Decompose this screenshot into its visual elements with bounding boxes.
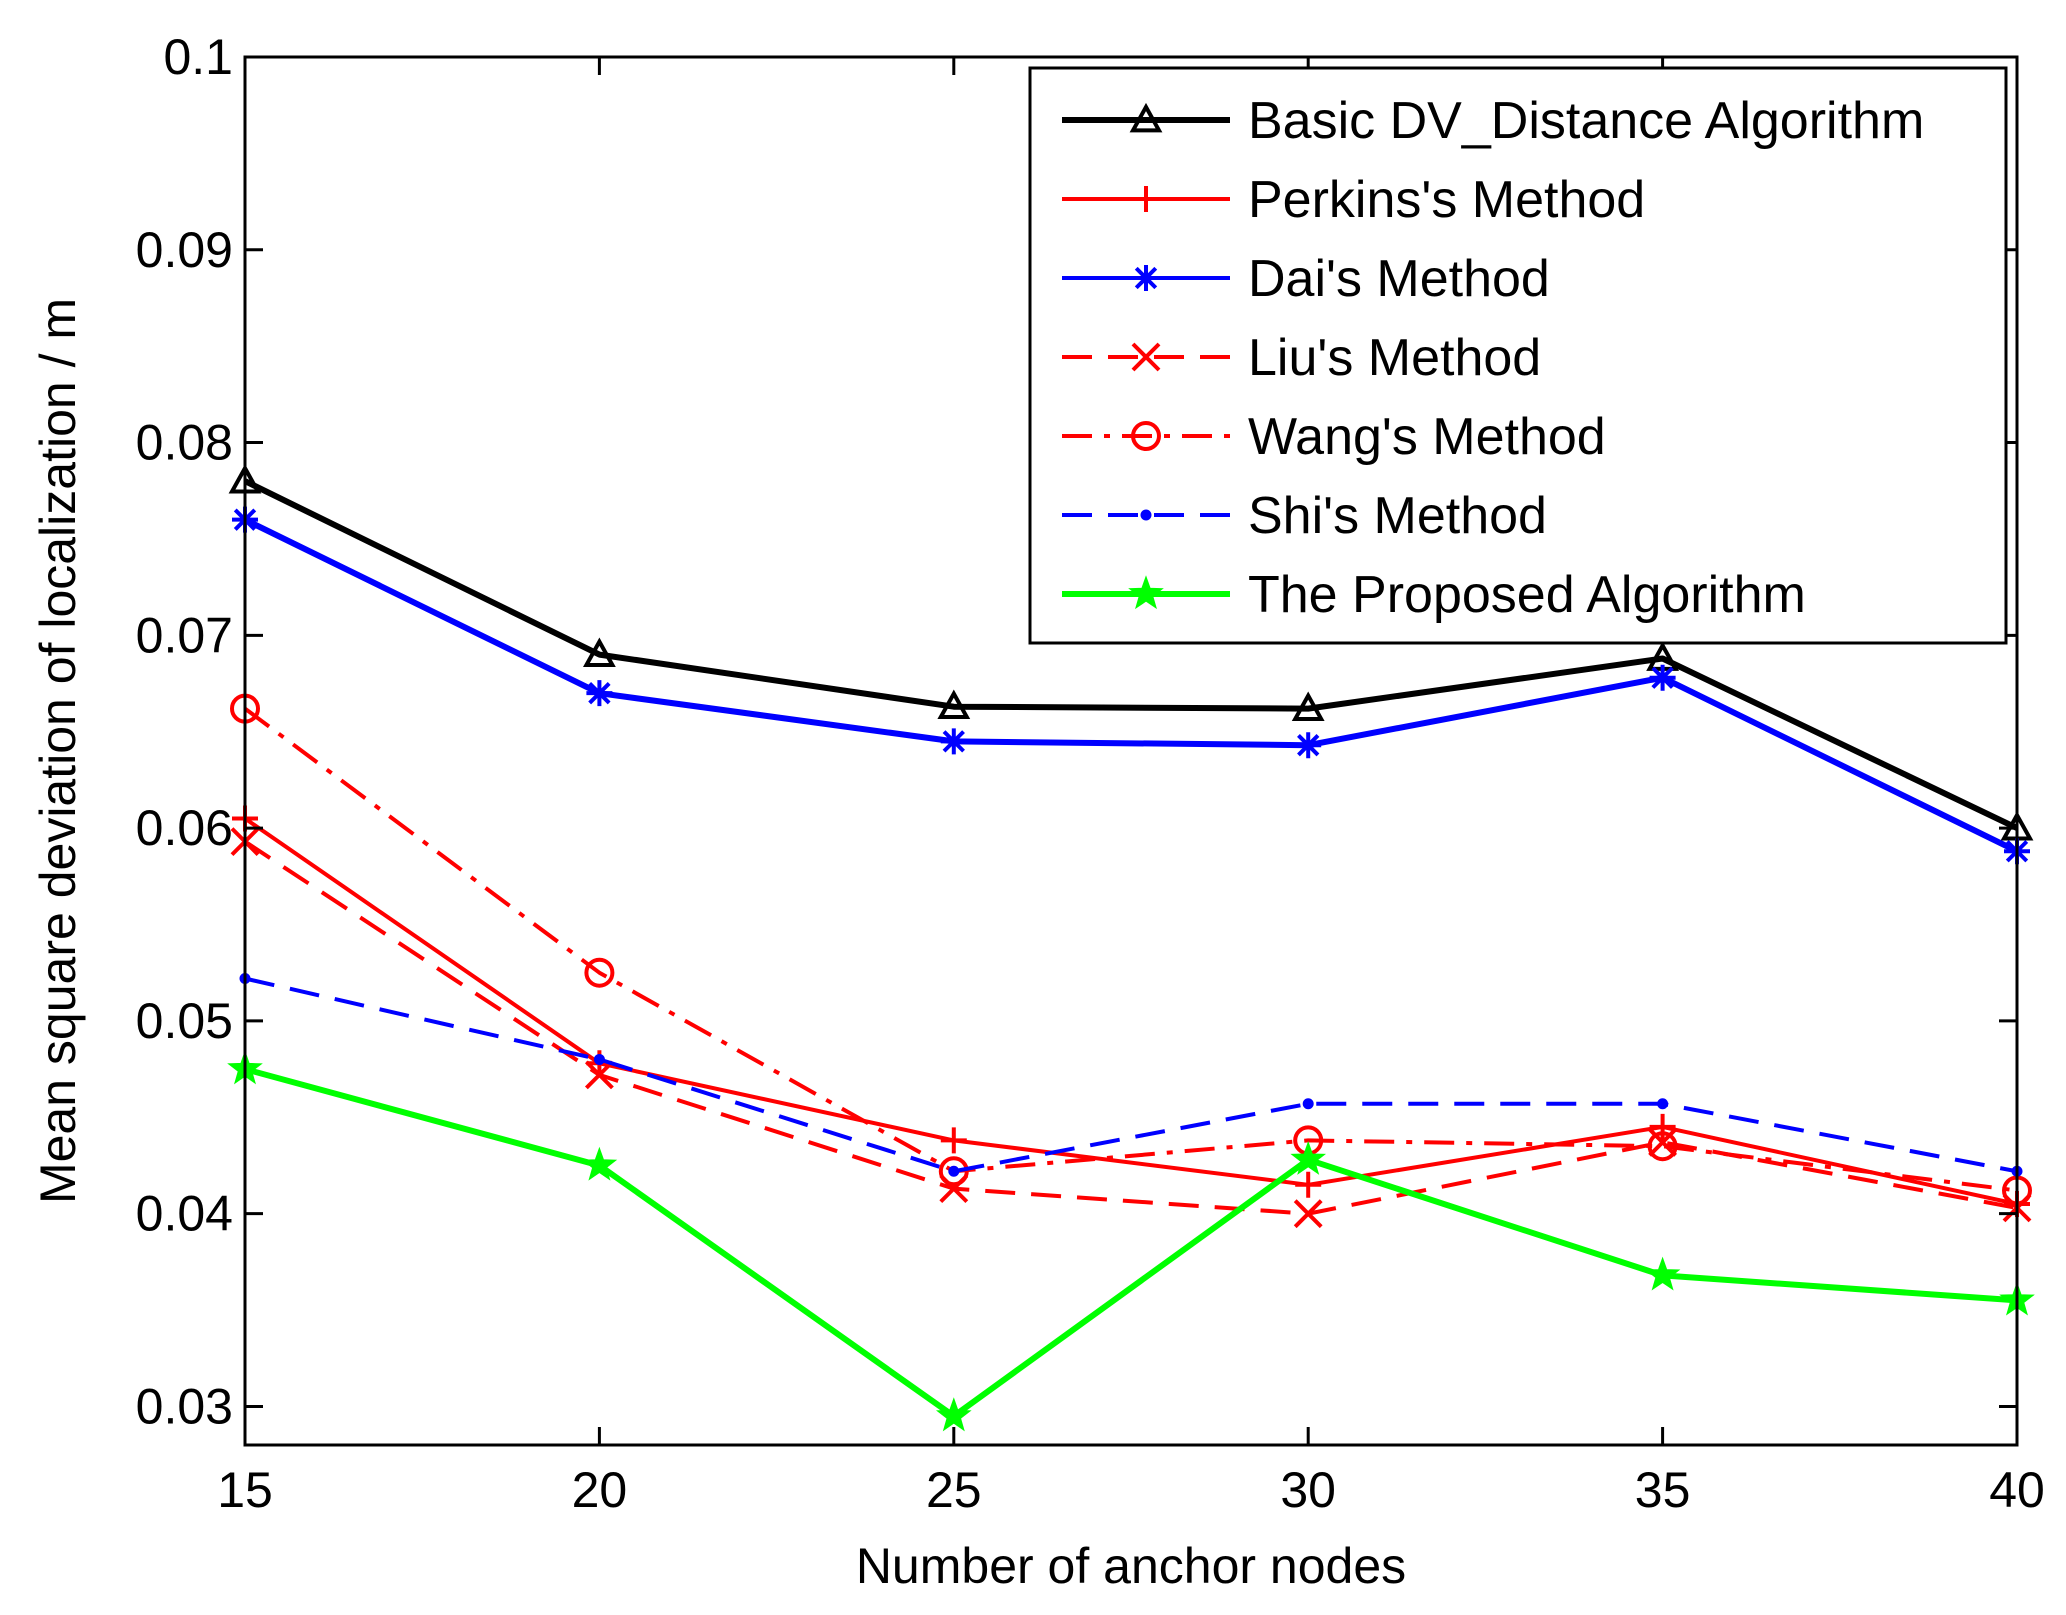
x-tick-label: 30 (1280, 1462, 1336, 1518)
series-line (243, 517, 2019, 854)
legend-entry: Liu's Method (1062, 329, 1541, 387)
series-group (232, 506, 2030, 865)
data-point (940, 728, 967, 755)
data-point (586, 680, 613, 707)
y-tick-label: 0.05 (136, 993, 233, 1049)
data-point (1649, 1113, 1676, 1140)
series-line (244, 1066, 2018, 1420)
data-point (1644, 1256, 1681, 1291)
legend-marker (1131, 421, 1161, 451)
series-line (244, 976, 2018, 1174)
legend-entry: Shi's Method (1062, 487, 1547, 545)
legend-label: Wang's Method (1248, 408, 1606, 466)
legend-label: The Proposed Algorithm (1248, 566, 1806, 624)
y-tick-label: 0.06 (136, 800, 233, 856)
y-tick-label: 0.1 (163, 29, 233, 85)
axes-box (243, 55, 2019, 1447)
y-tick-label: 0.09 (136, 222, 233, 278)
legend-label: Liu's Method (1248, 329, 1541, 387)
legend-box (1028, 66, 2008, 645)
data-point (1649, 664, 1676, 691)
data-point (1657, 1098, 1669, 1110)
x-tick-label: 40 (1989, 1462, 2045, 1518)
x-axis-label: Number of anchor nodes (856, 1538, 1406, 1594)
data-point (948, 1165, 960, 1177)
legend-label: Perkins's Method (1248, 171, 1645, 229)
x-tick-label: 25 (926, 1462, 982, 1518)
series-line (243, 478, 2019, 831)
legend-marker (1131, 342, 1161, 372)
legend-marker (1140, 509, 1152, 521)
ticks-layer: 15 20 25 30 35 40 0.03 0.04 0.05 0.06 0.07 0.08 0.09… (136, 29, 2045, 1518)
legend-marker (1129, 102, 1163, 133)
y-tick-label: 0.03 (136, 1378, 233, 1434)
legend-entry: The Proposed Algorithm (1062, 566, 1806, 624)
data-point (593, 1053, 605, 1065)
data-point (1293, 1199, 1323, 1229)
legend-label: Basic DV_Distance Algorithm (1248, 92, 1924, 150)
data-point (1648, 1127, 1678, 1157)
data-point (1302, 1098, 1314, 1110)
data-point (938, 1156, 969, 1187)
x-tick-label: 35 (1635, 1462, 1691, 1518)
y-tick-label: 0.04 (136, 1186, 233, 1242)
legend: Basic DV_Distance Algorithm Perkins's Met… (1028, 66, 2008, 645)
legend-marker (1128, 575, 1164, 610)
legend-entry: Basic DV_Distance Algorithm (1062, 92, 1924, 150)
legend-label: Shi's Method (1248, 487, 1547, 545)
data-point (1291, 691, 1325, 721)
data-point (937, 689, 971, 720)
y-axis-label: Mean square deviation of localization / … (30, 298, 86, 1204)
series-line (243, 816, 2018, 1206)
y-tick-label: 0.07 (136, 607, 233, 663)
legend-marker (1133, 265, 1159, 291)
data-point (1295, 1171, 1322, 1198)
series-line (243, 706, 2018, 1193)
y-tick-label: 0.08 (136, 415, 233, 471)
legend-marker (1133, 186, 1159, 212)
data-point (940, 1127, 967, 1154)
legend-entry: Wang's Method (1062, 408, 1606, 466)
data-point (1647, 1131, 1678, 1162)
data-point (935, 1397, 972, 1432)
data-point (584, 957, 615, 988)
legend-entry: Dai's Method (1062, 250, 1550, 308)
legend-label: Dai's Method (1248, 250, 1550, 308)
x-tick-label: 20 (572, 1462, 628, 1518)
data-point (584, 1060, 614, 1090)
series-line (243, 839, 2018, 1216)
x-tick-label: 15 (217, 1462, 273, 1518)
legend-entry: Perkins's Method (1062, 171, 1645, 229)
data-point (1295, 732, 1322, 759)
data-point (581, 1146, 618, 1181)
data-point (583, 637, 616, 668)
data-point (1290, 1140, 1327, 1175)
